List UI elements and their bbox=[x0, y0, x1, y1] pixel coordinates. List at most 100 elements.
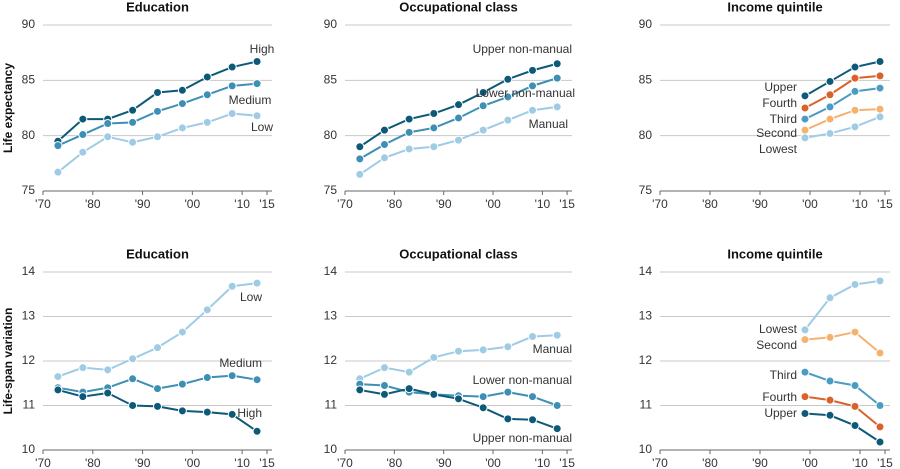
series-label: Medium bbox=[229, 93, 272, 107]
point bbox=[53, 141, 63, 151]
point bbox=[454, 394, 463, 404]
point bbox=[800, 114, 810, 124]
series-line bbox=[804, 412, 881, 443]
y-tick-label: 14 bbox=[22, 264, 36, 278]
point bbox=[552, 424, 562, 434]
point bbox=[503, 92, 513, 102]
point bbox=[78, 363, 88, 373]
point bbox=[528, 332, 538, 342]
point bbox=[103, 365, 113, 375]
series-label: Lower non-manual bbox=[473, 373, 572, 387]
point bbox=[128, 354, 138, 364]
point bbox=[850, 122, 860, 132]
y-tick-label: 80 bbox=[22, 128, 36, 142]
point bbox=[503, 414, 513, 424]
x-tick-label: '10 bbox=[535, 456, 551, 469]
x-tick-label: '00 bbox=[185, 197, 201, 211]
x-tick-label: '80 bbox=[387, 456, 403, 469]
point bbox=[202, 305, 212, 315]
point bbox=[429, 123, 439, 133]
point bbox=[355, 169, 365, 179]
point bbox=[379, 380, 389, 390]
x-tick-label: '15 bbox=[259, 456, 275, 469]
point bbox=[252, 111, 262, 121]
point bbox=[404, 384, 414, 394]
point bbox=[429, 389, 439, 399]
point bbox=[528, 392, 538, 402]
panel-title: Occupational class bbox=[399, 0, 518, 14]
x-tick-label: '15 bbox=[259, 197, 275, 211]
point bbox=[252, 278, 262, 288]
x-tick-label: '15 bbox=[559, 456, 575, 469]
point bbox=[53, 167, 63, 177]
point bbox=[78, 392, 88, 402]
point bbox=[478, 101, 488, 111]
x-tick-label: '80 bbox=[85, 197, 101, 211]
y-tick-label: 80 bbox=[639, 128, 653, 142]
point bbox=[850, 62, 860, 72]
point bbox=[78, 114, 88, 124]
y-tick-label: 11 bbox=[23, 398, 36, 412]
x-tick-label: '80 bbox=[85, 456, 101, 469]
series-label: Second bbox=[756, 126, 797, 140]
point bbox=[850, 421, 860, 431]
series-label: Lowest bbox=[759, 322, 798, 336]
point bbox=[103, 118, 113, 128]
point bbox=[252, 426, 262, 436]
series-label: Fourth bbox=[762, 390, 797, 404]
panel: Income quintile 75 80 85 90 '70 '80 '90 '00 '10 '1… bbox=[639, 0, 894, 211]
series-line bbox=[804, 115, 881, 139]
x-tick-label: '15 bbox=[559, 197, 575, 211]
point bbox=[128, 105, 138, 115]
point bbox=[177, 406, 187, 416]
y-axis-label: Life expectancy bbox=[1, 63, 15, 153]
point bbox=[379, 140, 389, 150]
point bbox=[478, 125, 488, 135]
series-line bbox=[804, 279, 881, 331]
point bbox=[355, 154, 365, 164]
point bbox=[202, 372, 212, 382]
point bbox=[825, 102, 835, 112]
y-tick-label: 85 bbox=[639, 73, 653, 87]
point bbox=[153, 88, 162, 98]
point bbox=[128, 374, 138, 384]
point bbox=[850, 401, 860, 411]
point bbox=[875, 57, 885, 67]
series-label: Third bbox=[770, 368, 797, 382]
y-tick-label: 12 bbox=[22, 353, 36, 367]
x-tick-label: '15 bbox=[877, 456, 893, 469]
series-line bbox=[804, 395, 881, 428]
point bbox=[379, 153, 389, 163]
point bbox=[379, 363, 389, 373]
x-tick-label: '70 bbox=[35, 197, 51, 211]
point bbox=[850, 105, 860, 115]
y-tick-label: 14 bbox=[639, 264, 653, 278]
point bbox=[53, 385, 63, 395]
point bbox=[252, 57, 262, 67]
point bbox=[850, 86, 860, 96]
point bbox=[800, 392, 810, 402]
series-label: Low bbox=[240, 290, 262, 304]
point bbox=[78, 147, 88, 157]
x-tick-label: '70 bbox=[337, 456, 353, 469]
series-label: High bbox=[250, 42, 275, 56]
x-tick-label: '90 bbox=[436, 197, 452, 211]
point bbox=[227, 371, 237, 381]
point bbox=[875, 437, 885, 447]
point bbox=[153, 401, 162, 411]
x-tick-label: '00 bbox=[485, 456, 501, 469]
point bbox=[227, 62, 237, 72]
x-tick-label: '70 bbox=[652, 456, 668, 469]
point bbox=[875, 104, 885, 114]
point bbox=[875, 401, 885, 410]
point bbox=[355, 385, 365, 395]
point bbox=[850, 327, 860, 337]
point bbox=[528, 65, 538, 75]
point bbox=[875, 276, 885, 286]
series-label: Lowest bbox=[759, 142, 798, 156]
point bbox=[503, 74, 513, 84]
panel-title: Education bbox=[126, 246, 189, 261]
point bbox=[825, 410, 835, 420]
point bbox=[379, 389, 389, 399]
point bbox=[128, 401, 138, 410]
